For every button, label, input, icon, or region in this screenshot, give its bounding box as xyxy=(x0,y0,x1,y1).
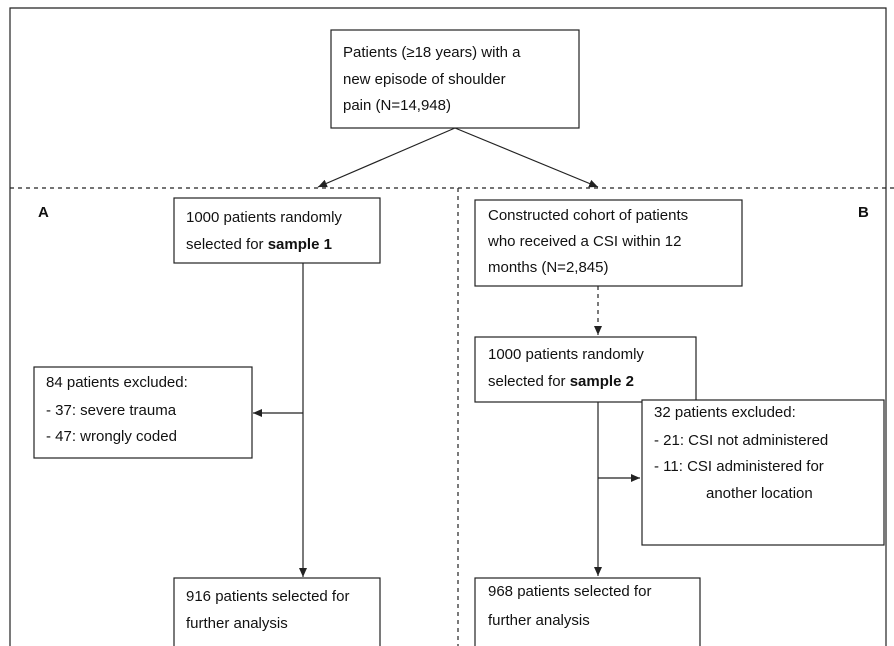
box-text: 32 patients excluded: xyxy=(654,404,796,421)
box-text: selected for xyxy=(488,373,566,390)
frame xyxy=(9,7,887,646)
box-text: 968 patients selected for xyxy=(488,583,651,600)
box-text: Constructed cohort of patients xyxy=(488,207,688,224)
box-text: 1000 patients randomly xyxy=(488,346,644,363)
box-text: selected for sample 2 xyxy=(488,373,634,390)
box xyxy=(474,336,697,403)
box-text: selected for xyxy=(186,236,264,253)
box-text: months (N=2,845) xyxy=(488,259,608,276)
panel-label: A xyxy=(38,204,49,221)
box-text: selected for sample 1 xyxy=(186,236,332,253)
box-text-bold: sample 1 xyxy=(268,236,332,253)
box-text: Patients (≥18 years) with a xyxy=(343,44,521,61)
box-text-bold: sample 2 xyxy=(570,373,634,390)
box-text: new episode of shoulder xyxy=(343,71,506,88)
box-text: 916 patients selected for xyxy=(186,588,349,605)
arrow xyxy=(454,127,599,188)
box-text: pain (N=14,948) xyxy=(343,97,451,114)
arrow xyxy=(317,127,456,188)
box xyxy=(641,399,885,546)
box-text: - 37: severe trauma xyxy=(46,402,177,419)
panel-label: B xyxy=(858,204,869,221)
box xyxy=(173,197,381,264)
box-text: further analysis xyxy=(186,615,288,632)
box xyxy=(474,199,743,287)
box xyxy=(173,577,381,646)
box-text: further analysis xyxy=(488,612,590,629)
box-text: - 47: wrongly coded xyxy=(46,428,177,445)
box xyxy=(330,29,580,129)
box xyxy=(474,577,701,646)
box-text: - 21: CSI not administered xyxy=(654,432,828,449)
box-text: who received a CSI within 12 xyxy=(487,233,681,250)
box-text: 1000 patients randomly xyxy=(186,209,342,226)
box-text: - 11: CSI administered for xyxy=(654,458,824,475)
box-text: another location xyxy=(706,485,813,502)
box xyxy=(33,366,253,459)
box-text: 84 patients excluded: xyxy=(46,374,188,391)
